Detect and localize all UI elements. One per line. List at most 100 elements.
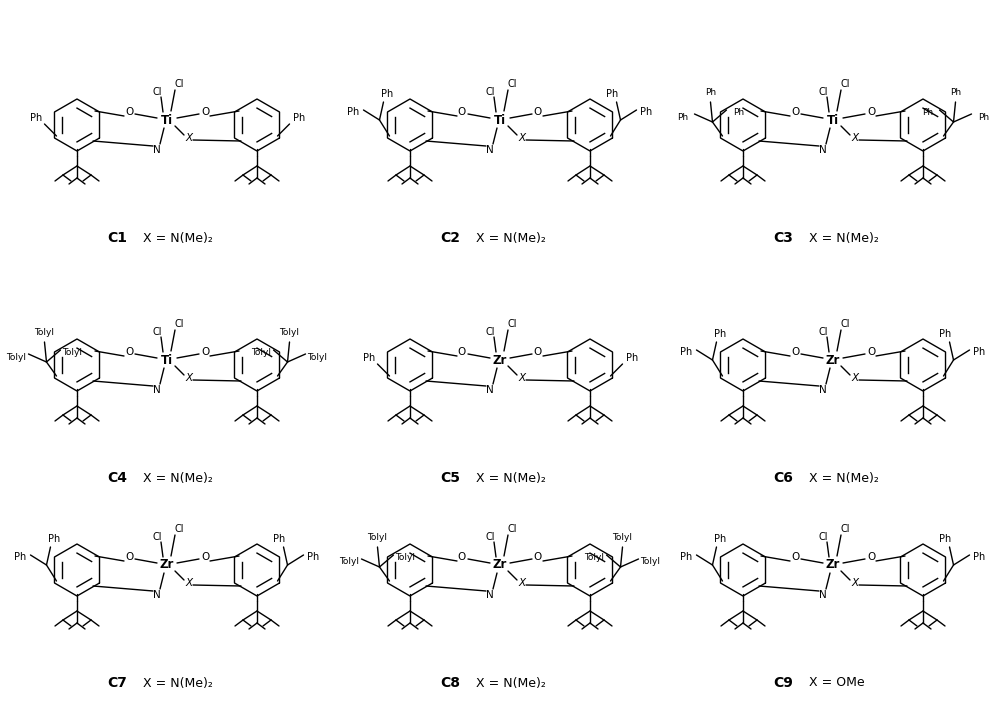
Text: O: O xyxy=(534,107,542,117)
Text: O: O xyxy=(201,107,209,117)
Text: Cl: Cl xyxy=(507,79,517,89)
Text: Ph: Ph xyxy=(922,107,933,117)
Text: X = N(Me)₂: X = N(Me)₂ xyxy=(135,471,213,484)
Text: Ph: Ph xyxy=(973,552,986,562)
Text: N: N xyxy=(486,145,494,155)
Text: X = N(Me)₂: X = N(Me)₂ xyxy=(468,231,546,244)
Text: Cl: Cl xyxy=(485,87,495,97)
Text: C7: C7 xyxy=(107,676,127,690)
Text: Cl: Cl xyxy=(840,79,850,89)
Text: N: N xyxy=(486,385,494,395)
Text: O: O xyxy=(458,347,466,357)
Text: Ph: Ph xyxy=(939,534,952,544)
Text: Ph: Ph xyxy=(606,89,619,99)
Text: O: O xyxy=(791,347,799,357)
Text: Cl: Cl xyxy=(174,524,184,534)
Text: Cl: Cl xyxy=(818,327,828,337)
Text: N: N xyxy=(486,590,494,600)
Text: Ph: Ph xyxy=(705,88,716,96)
Text: O: O xyxy=(867,347,875,357)
Text: Ti: Ti xyxy=(161,354,173,367)
Text: Tolyl: Tolyl xyxy=(585,552,605,561)
Text: C3: C3 xyxy=(773,231,793,245)
Text: C1: C1 xyxy=(107,231,127,245)
Text: O: O xyxy=(458,107,466,117)
Text: O: O xyxy=(201,347,209,357)
Text: Tolyl: Tolyl xyxy=(252,347,272,357)
Text: X: X xyxy=(518,578,526,588)
Text: X = N(Me)₂: X = N(Me)₂ xyxy=(801,471,879,484)
Text: Ph: Ph xyxy=(677,112,688,122)
Text: C9: C9 xyxy=(773,676,793,690)
Text: O: O xyxy=(534,347,542,357)
Text: X: X xyxy=(518,133,526,143)
Text: X: X xyxy=(185,578,193,588)
Text: X: X xyxy=(518,373,526,383)
Text: Ph: Ph xyxy=(714,534,727,544)
Text: Cl: Cl xyxy=(174,319,184,329)
Text: N: N xyxy=(819,145,827,155)
Text: C2: C2 xyxy=(440,231,460,245)
Text: Ti: Ti xyxy=(494,114,506,126)
Text: C4: C4 xyxy=(107,471,127,485)
Text: Cl: Cl xyxy=(507,524,517,534)
Text: Ph: Ph xyxy=(978,112,989,122)
Text: Cl: Cl xyxy=(485,532,495,542)
Text: Ph: Ph xyxy=(733,107,744,117)
Text: Tolyl: Tolyl xyxy=(613,532,633,542)
Text: Ph: Ph xyxy=(626,353,639,363)
Text: O: O xyxy=(791,107,799,117)
Text: X: X xyxy=(185,133,193,143)
Text: Cl: Cl xyxy=(818,532,828,542)
Text: Zr: Zr xyxy=(160,558,174,571)
Text: X: X xyxy=(851,578,859,588)
Text: Tolyl: Tolyl xyxy=(339,558,359,566)
Text: X: X xyxy=(185,373,193,383)
Text: Cl: Cl xyxy=(507,319,517,329)
Text: Zr: Zr xyxy=(826,354,840,367)
Text: Zr: Zr xyxy=(493,558,507,571)
Text: X = N(Me)₂: X = N(Me)₂ xyxy=(468,471,546,484)
Text: Ph: Ph xyxy=(48,534,61,544)
Text: Tolyl: Tolyl xyxy=(62,347,82,357)
Text: Cl: Cl xyxy=(174,79,184,89)
Text: Ph: Ph xyxy=(950,88,961,96)
Text: Cl: Cl xyxy=(818,87,828,97)
Text: Cl: Cl xyxy=(152,87,162,97)
Text: Ph: Ph xyxy=(680,552,693,562)
Text: Ph: Ph xyxy=(307,552,320,562)
Text: O: O xyxy=(125,347,133,357)
Text: C8: C8 xyxy=(440,676,460,690)
Text: Cl: Cl xyxy=(840,319,850,329)
Text: O: O xyxy=(534,552,542,562)
Text: Tolyl: Tolyl xyxy=(280,328,300,336)
Text: X = N(Me)₂: X = N(Me)₂ xyxy=(468,676,546,689)
Text: X = N(Me)₂: X = N(Me)₂ xyxy=(135,676,213,689)
Text: Ti: Ti xyxy=(827,114,839,126)
Text: C6: C6 xyxy=(773,471,793,485)
Text: O: O xyxy=(867,552,875,562)
Text: X: X xyxy=(851,133,859,143)
Text: Cl: Cl xyxy=(152,532,162,542)
Text: O: O xyxy=(125,552,133,562)
Text: Ph: Ph xyxy=(14,552,27,562)
Text: Tolyl: Tolyl xyxy=(34,328,54,336)
Text: N: N xyxy=(153,385,161,395)
Text: N: N xyxy=(819,590,827,600)
Text: Ti: Ti xyxy=(161,114,173,126)
Text: C5: C5 xyxy=(440,471,460,485)
Text: Ph: Ph xyxy=(30,113,43,123)
Text: Ph: Ph xyxy=(347,107,360,117)
Text: Ph: Ph xyxy=(381,89,394,99)
Text: O: O xyxy=(458,552,466,562)
Text: Tolyl: Tolyl xyxy=(6,352,26,362)
Text: Ph: Ph xyxy=(714,329,727,339)
Text: X = N(Me)₂: X = N(Me)₂ xyxy=(135,231,213,244)
Text: X: X xyxy=(851,373,859,383)
Text: Tolyl: Tolyl xyxy=(641,558,661,566)
Text: Cl: Cl xyxy=(485,327,495,337)
Text: Ph: Ph xyxy=(363,353,376,363)
Text: Tolyl: Tolyl xyxy=(308,352,328,362)
Text: Ph: Ph xyxy=(939,329,952,339)
Text: O: O xyxy=(791,552,799,562)
